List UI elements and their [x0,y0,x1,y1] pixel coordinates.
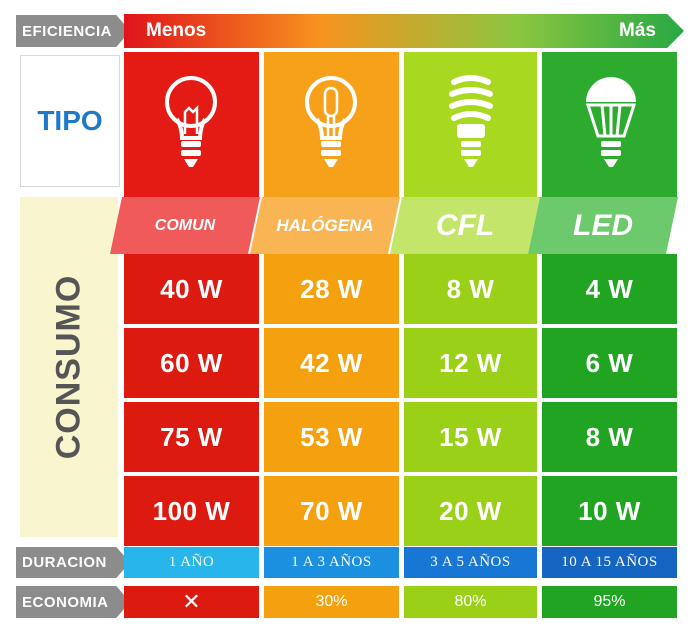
halogen-bulb-icon [305,76,357,167]
duration-value: 1 AÑO [168,554,215,570]
led-bulb-icon [585,77,637,167]
duration-value: 10 A 15 AÑOS [561,554,658,570]
economy-tag: ECONOMIA [16,586,130,618]
economy-value: 95% [593,593,626,610]
type-label-comun: COMUN [110,197,260,254]
duration-halogena: 1 A 3 AÑOS [264,547,399,578]
consumption-cell-halogena: 53 W [264,402,399,472]
economy-value: 30% [315,593,348,610]
consumption-cell-cfl: 8 W [404,254,537,324]
economy-led: 95% [542,586,677,618]
consumption-cell-cfl: 20 W [404,476,537,546]
consumo-panel: CONSUMO [20,197,118,537]
tipo-label: TIPO [37,105,103,136]
economy-comun: ✕ [124,586,259,618]
efficiency-tag: EFICIENCIA [16,15,130,47]
consumption-cell-comun: 75 W [124,402,259,472]
consumption-cell-led: 10 W [542,476,677,546]
duration-led: 10 A 15 AÑOS [542,547,677,578]
type-name-halogena: HALÓGENA [276,215,374,235]
consumption-cell-comun: 60 W [124,328,259,398]
duration-value: 3 A 5 AÑOS [430,554,511,570]
efficiency-more-label: Más [619,20,656,41]
duration-value: 1 A 3 AÑOS [291,554,372,570]
consumption-cell-halogena: 28 W [264,254,399,324]
type-label-led: LED [528,197,678,254]
type-label-halogena: HALÓGENA [250,197,400,254]
consumption-cell-halogena: 42 W [264,328,399,398]
economy-cfl: 80% [404,586,537,618]
consumption-cell-cfl: 12 W [404,328,537,398]
consumption-cell-led: 8 W [542,402,677,472]
consumption-cell-comun: 40 W [124,254,259,324]
cfl-bulb-icon [449,75,493,167]
economy-none-icon: ✕ [182,589,201,614]
type-name-led: LED [573,208,633,242]
consumption-cell-halogena: 70 W [264,476,399,546]
consumption-cell-led: 6 W [542,328,677,398]
type-name-comun: COMUN [154,216,216,234]
efficiency-tag-label: EFICIENCIA [22,22,113,40]
consumo-label: CONSUMO [49,274,88,460]
efficiency-gradient-bar: Menos Más [124,14,684,48]
economy-value: 80% [454,593,487,610]
efficiency-less-label: Menos [146,20,207,41]
consumption-cell-comun: 100 W [124,476,259,546]
duration-tag: DURACION [16,547,130,578]
duration-comun: 1 AÑO [124,547,259,578]
consumption-cell-led: 4 W [542,254,677,324]
economy-halogena: 30% [264,586,399,618]
duration-cfl: 3 A 5 AÑOS [404,547,537,578]
economy-tag-label: ECONOMIA [22,593,109,611]
type-name-cfl: CFL [435,208,495,242]
consumption-cell-cfl: 15 W [404,402,537,472]
incandescent-bulb-icon [165,76,217,167]
type-label-cfl: CFL [390,197,540,254]
tipo-heading: TIPO [20,55,120,187]
duration-tag-label: DURACION [22,554,107,571]
